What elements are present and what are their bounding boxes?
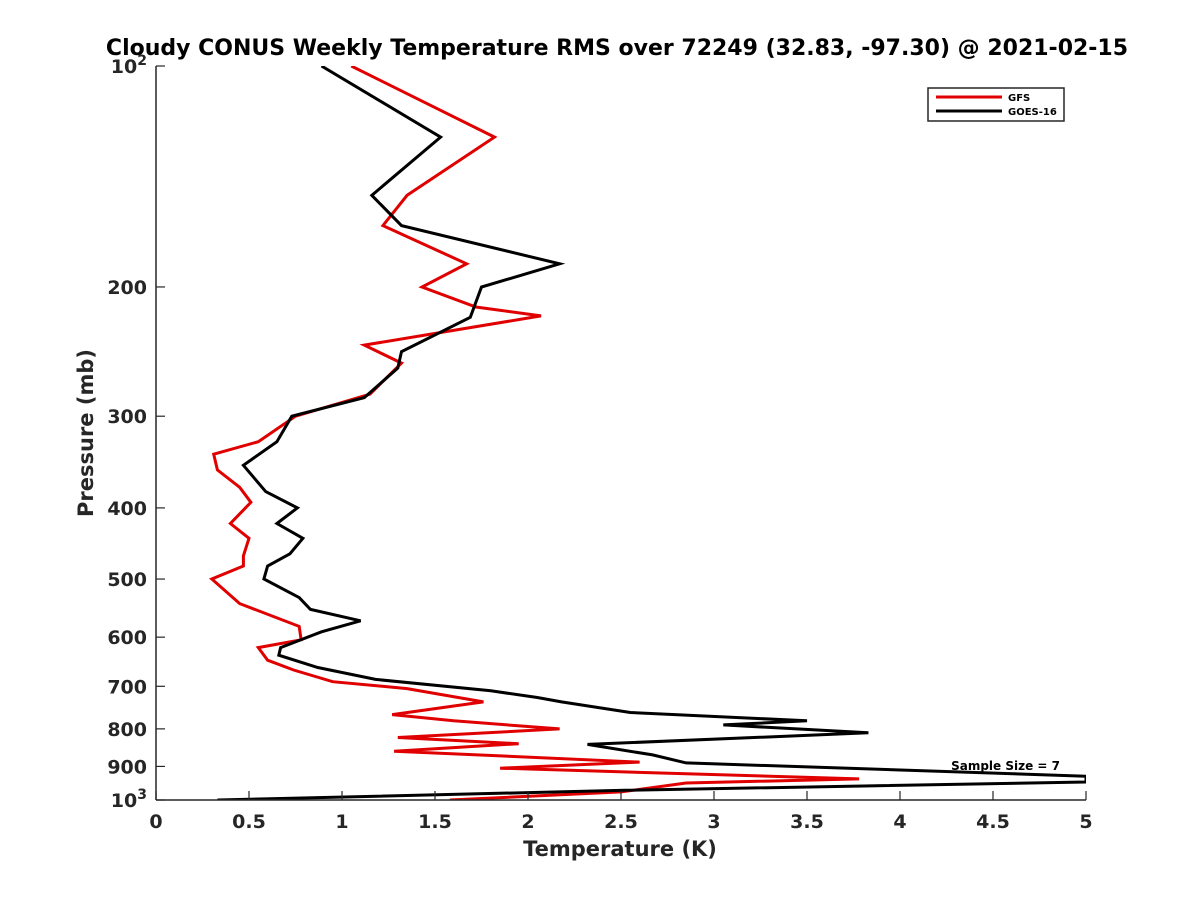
x-tick-label: 2.5 xyxy=(604,811,638,833)
y-ticks: 102 200 300 400 500 600 700 800 900 103 xyxy=(107,53,165,812)
x-tick-label: 0 xyxy=(149,811,162,833)
x-ticks: 0 0.5 1 1.5 2 2.5 3 3.5 4 4.5 5 xyxy=(149,791,1093,833)
y-tick-label: 900 xyxy=(107,756,147,778)
chart-title: Cloudy CONUS Weekly Temperature RMS over… xyxy=(106,36,1128,61)
x-tick-label: 1 xyxy=(335,811,348,833)
series-layer xyxy=(208,66,1086,800)
y-axis-label: Pressure (mb) xyxy=(74,349,98,517)
series-line-gfs xyxy=(208,66,860,800)
series-line-goes-16 xyxy=(217,66,1086,800)
x-tick-label: 0.5 xyxy=(232,811,266,833)
y-tick-label: 500 xyxy=(107,569,147,591)
y-tick-label: 600 xyxy=(107,627,147,649)
legend-label: GOES-16 xyxy=(1008,107,1057,118)
legend-box xyxy=(927,87,1065,122)
x-tick-label: 2 xyxy=(521,811,534,833)
y-tick-label: 102 xyxy=(111,53,147,78)
y-tick-label: 700 xyxy=(107,676,147,698)
y-tick-label: 400 xyxy=(107,498,147,520)
legend-label: GFS xyxy=(1008,93,1030,104)
plot-frame xyxy=(156,66,1086,800)
x-tick-label: 5 xyxy=(1079,811,1092,833)
x-tick-label: 3 xyxy=(707,811,720,833)
x-tick-label: 3.5 xyxy=(790,811,824,833)
x-tick-label: 1.5 xyxy=(418,811,452,833)
plot-area xyxy=(156,66,1086,800)
y-tick-label: 103 xyxy=(111,787,147,812)
y-tick-label: 200 xyxy=(107,277,147,299)
x-tick-label: 4 xyxy=(893,811,906,833)
x-axis-label: Temperature (K) xyxy=(523,837,717,861)
legend: GFS GOES-16 xyxy=(927,87,1065,122)
y-tick-label: 800 xyxy=(107,719,147,741)
x-tick-label: 4.5 xyxy=(976,811,1010,833)
y-tick-label: 300 xyxy=(107,406,147,428)
sample-size-annotation: Sample Size = 7 xyxy=(951,759,1060,773)
